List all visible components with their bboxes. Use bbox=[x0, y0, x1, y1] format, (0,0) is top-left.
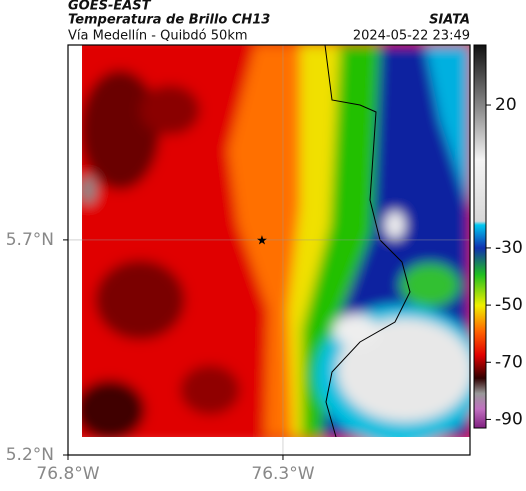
org: SIATA bbox=[429, 13, 470, 28]
colorbar-tick-label: -70 bbox=[495, 352, 523, 372]
colorbar-tick-label: 20 bbox=[495, 95, 517, 115]
x-tick-label: 76.8°W bbox=[36, 464, 99, 484]
datetime: 2024-05-22 23:49 bbox=[353, 29, 470, 44]
y-tick-label: 5.2°N bbox=[6, 445, 54, 465]
map-frame bbox=[67, 44, 471, 456]
title: Temperatura de Brillo CH13 bbox=[68, 13, 270, 28]
x-tick-label: 76.3°W bbox=[251, 464, 314, 484]
source: GOES-EAST bbox=[68, 0, 152, 14]
y-tick-label: 5.7°N bbox=[6, 230, 54, 250]
satellite-image bbox=[82, 45, 470, 437]
subtitle: Vía Medellín - Quibdó 50km bbox=[68, 29, 248, 44]
location-marker: ★ bbox=[256, 234, 268, 249]
colorbar-tick-label: -30 bbox=[495, 238, 523, 258]
colorbar-tick-label: -50 bbox=[495, 295, 523, 315]
colorbar-tick-label: -90 bbox=[495, 409, 523, 429]
colorbar bbox=[473, 44, 487, 429]
